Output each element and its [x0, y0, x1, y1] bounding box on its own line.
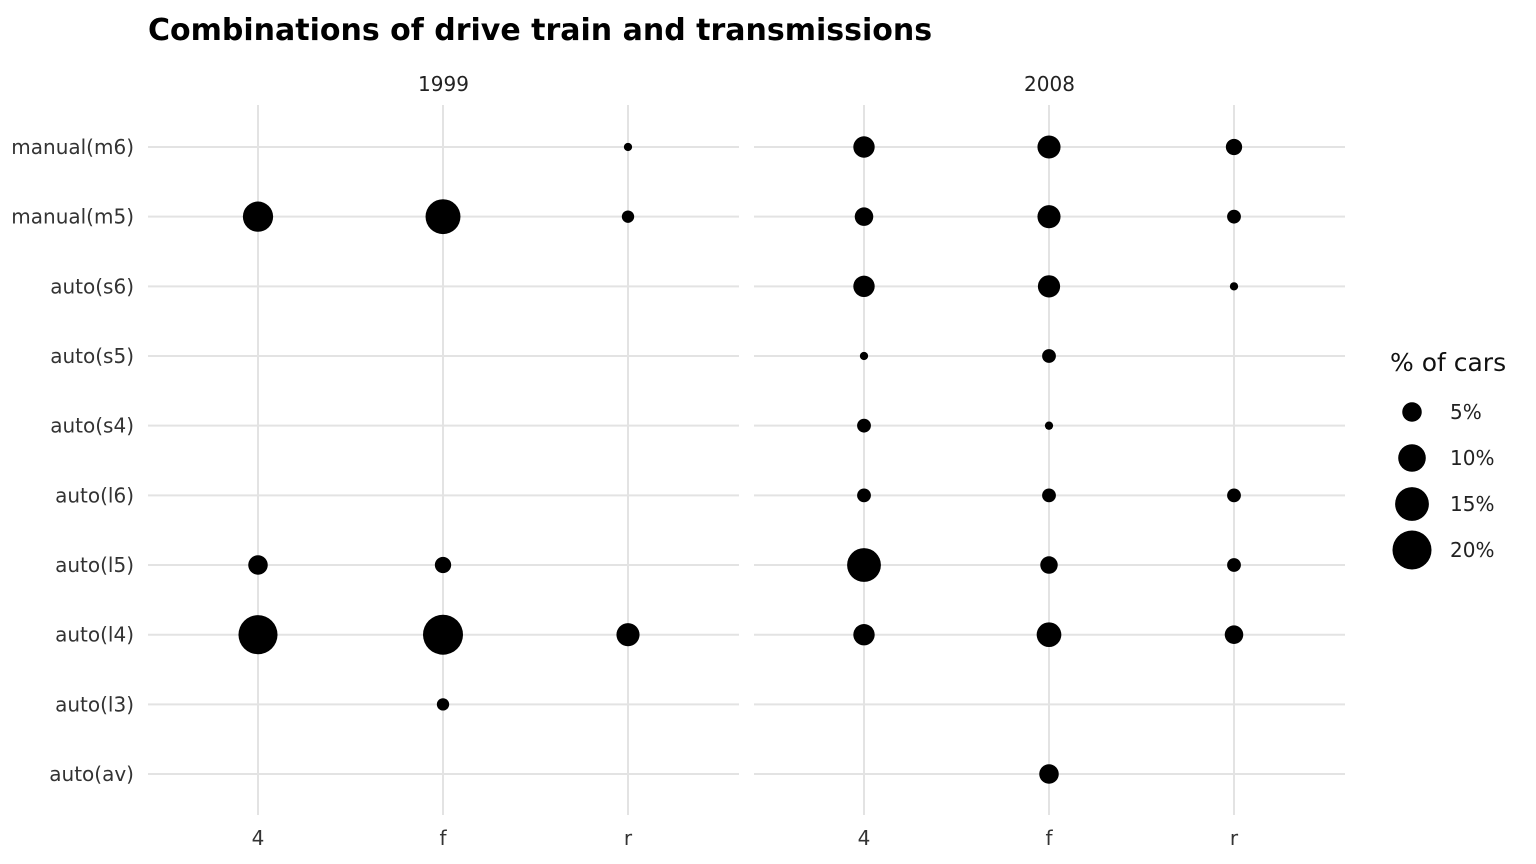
legend-key-symbol	[1402, 402, 1422, 422]
data-point	[1227, 558, 1241, 572]
y-tick-label: auto(s6)	[50, 274, 134, 298]
data-point	[853, 275, 875, 298]
y-tick-label: auto(l6)	[55, 483, 134, 507]
legend-key-label: 15%	[1450, 492, 1494, 516]
data-point	[623, 142, 633, 152]
data-point	[1037, 135, 1061, 159]
data-point	[423, 614, 463, 655]
panel-2008: 2008 4 f r	[754, 72, 1345, 850]
legend-key-symbol	[1398, 444, 1426, 472]
y-tick-label: manual(m5)	[11, 205, 134, 229]
data-point	[857, 418, 871, 433]
y-tick-label: auto(av)	[49, 762, 134, 786]
chart-title: Combinations of drive train and transmis…	[148, 13, 932, 48]
data-point	[616, 623, 640, 647]
data-point	[1224, 625, 1244, 644]
data-point	[436, 698, 450, 711]
data-point	[1225, 138, 1243, 156]
data-point	[1037, 205, 1061, 229]
strip-label: 1999	[418, 72, 469, 96]
y-tick-label: auto(s5)	[50, 344, 134, 368]
x-tick-label: r	[1230, 826, 1239, 850]
legend-key-label: 20%	[1450, 538, 1494, 562]
x-tick-label: r	[624, 826, 633, 850]
data-point	[1229, 282, 1239, 291]
y-tick-label: auto(l5)	[55, 553, 134, 577]
data-point	[1037, 275, 1061, 298]
data-point	[1036, 622, 1062, 648]
data-point	[1227, 209, 1241, 224]
y-tick-label: auto(l4)	[55, 623, 134, 647]
data-point	[857, 488, 871, 503]
data-point	[425, 199, 461, 235]
legend-key-label: 10%	[1450, 446, 1494, 470]
x-tick-label: 4	[858, 826, 871, 850]
legend-key-symbol	[1395, 487, 1429, 521]
data-point	[248, 555, 268, 575]
data-point	[238, 615, 278, 655]
legend: % of cars 5% 10% 15% 20%	[1390, 348, 1506, 570]
data-point	[853, 136, 875, 158]
legend-key-label: 5%	[1450, 400, 1482, 424]
data-point	[1042, 488, 1056, 503]
y-axis: auto(av) auto(l3) auto(l4) auto(l5) auto(l6)…	[11, 135, 134, 786]
data-point	[1040, 556, 1058, 574]
y-tick-label: auto(s4)	[50, 414, 134, 438]
panel-1999: 1999 4 f r	[148, 72, 739, 850]
legend-key-symbol	[1392, 530, 1432, 570]
data-point	[854, 207, 874, 226]
y-tick-label: manual(m6)	[11, 135, 134, 159]
x-tick-label: 4	[252, 826, 265, 850]
data-point	[621, 210, 635, 223]
y-tick-label: auto(l3)	[55, 692, 134, 716]
data-point	[1042, 349, 1056, 363]
data-point	[859, 351, 869, 361]
x-tick-label: f	[1045, 826, 1053, 850]
data-point	[847, 548, 881, 582]
legend-keys: 5% 10% 15% 20%	[1392, 400, 1494, 570]
data-point	[853, 624, 875, 646]
x-tick-label: f	[439, 826, 447, 850]
data-point	[434, 556, 452, 574]
data-point	[1044, 421, 1054, 430]
data-point	[242, 201, 274, 232]
legend-title: % of cars	[1390, 348, 1506, 377]
data-point	[1227, 488, 1241, 503]
data-point	[1039, 764, 1059, 784]
strip-label: 2008	[1024, 72, 1075, 96]
